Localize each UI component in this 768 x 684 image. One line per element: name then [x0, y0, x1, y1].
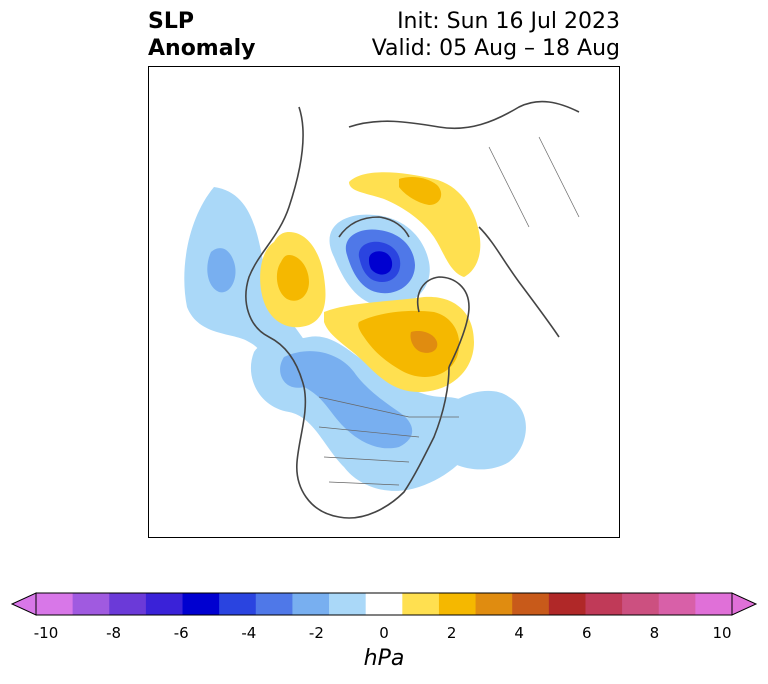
- colorbar-segment: [585, 593, 623, 615]
- coastlines: [245, 100, 580, 519]
- border-eurasia: [488, 136, 580, 228]
- anomaly-map: [148, 66, 620, 538]
- coast-eurasia-north: [348, 100, 580, 130]
- colorbar-segment: [72, 593, 110, 615]
- anomaly-low-pacific-core: [207, 248, 236, 293]
- anomaly-low-north-america-core: [280, 351, 413, 449]
- border-canada-us: [318, 396, 459, 418]
- colorbar-tick-label: -8: [106, 624, 122, 642]
- colorbar-segment: [365, 593, 403, 615]
- colorbar-tick-label: -4: [241, 624, 257, 642]
- colorbar-tick-label: -10: [33, 624, 59, 642]
- colorbar-tick-label: 8: [649, 624, 660, 642]
- coast-europe: [478, 226, 560, 338]
- colorbar-tick-label: -2: [308, 624, 324, 642]
- colorbar-extend-max: [731, 592, 758, 616]
- colorbar-segment: [695, 593, 733, 615]
- colorbar-segment: [622, 593, 660, 615]
- colorbar-tick-label: 6: [582, 624, 592, 642]
- coast-arctic-islands: [338, 216, 410, 238]
- colorbar-tick-label: 0: [379, 624, 389, 642]
- colorbar-extend-min: [10, 592, 37, 616]
- colorbar-segment: [548, 593, 586, 615]
- colorbar-tick-label: -6: [173, 624, 189, 642]
- map-svg: [184, 100, 580, 519]
- colorbar-segment: [145, 593, 184, 615]
- anomaly-high-greenland-mid: [358, 310, 460, 377]
- colorbar-segment: [512, 593, 550, 615]
- country-borders: [318, 136, 580, 486]
- colorbar-segment: [109, 593, 147, 615]
- colorbar-tick-label: 2: [446, 624, 457, 642]
- colorbar-segment: [329, 593, 367, 615]
- init-date: Init: Sun 16 Jul 2023: [397, 9, 620, 34]
- colorbar-tick-label: 10: [712, 624, 732, 642]
- title-variable-line1: SLP: [148, 9, 194, 34]
- state-borders: [318, 426, 420, 486]
- colorbar-segment: [36, 593, 74, 615]
- map-dates: Init: Sun 16 Jul 2023 Valid: 05 Aug – 18…: [372, 8, 620, 62]
- colorbar-segment: [182, 593, 220, 615]
- anomaly-high-greenland-core: [410, 331, 438, 353]
- colorbar-units: hPa: [363, 646, 405, 671]
- map-title: SLP Anomaly: [148, 8, 255, 62]
- colorbar-segment: [658, 593, 696, 615]
- colorbar-tick-label: 4: [514, 624, 524, 642]
- colorbar: [10, 592, 758, 616]
- anomaly-low-arctic-core: [369, 251, 393, 275]
- colorbar-segment: [219, 593, 257, 615]
- anomaly-high-alaska-core: [276, 255, 309, 301]
- colorbar-segment: [255, 593, 293, 615]
- colorbar-segment: [475, 593, 513, 615]
- valid-range: Valid: 05 Aug – 18 Aug: [371, 36, 620, 61]
- anomaly-high-scandinavia: [349, 172, 481, 277]
- colorbar-segment: [292, 593, 330, 615]
- coast-greenland: [417, 276, 470, 368]
- anomaly-high-scandinavia-core: [399, 177, 442, 205]
- colorbar-outline: [35, 592, 733, 616]
- colorbar-segment: [402, 593, 440, 615]
- coast-america-west: [245, 106, 450, 519]
- colorbar-segments: [10, 592, 758, 616]
- title-variable-line2: Anomaly: [148, 36, 256, 61]
- anomaly-low-atlantic: [433, 390, 526, 470]
- colorbar-segment: [438, 593, 477, 615]
